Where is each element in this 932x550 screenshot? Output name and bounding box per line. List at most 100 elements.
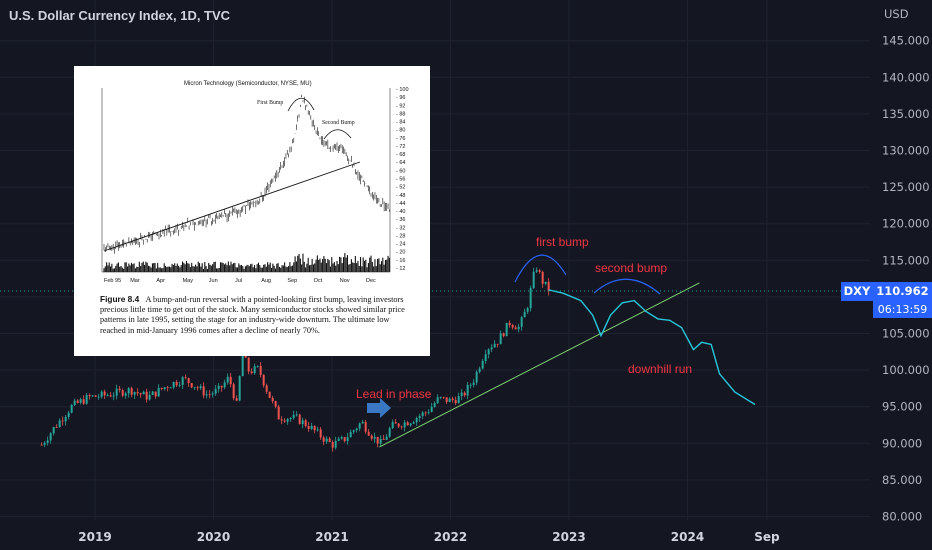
candle-body xyxy=(169,387,172,389)
candle-body xyxy=(478,368,481,372)
inset-y-tick: - 84 xyxy=(396,120,405,126)
trendline xyxy=(379,282,700,448)
candle-body xyxy=(379,438,382,444)
candle-body xyxy=(88,395,91,397)
projection-path xyxy=(548,289,756,406)
candle-body xyxy=(55,427,58,428)
candle-body xyxy=(46,440,49,443)
time-axis[interactable]: 2019 2020 2021 2022 2023 2024 Sep xyxy=(78,530,780,544)
inset-y-tick: - 56 xyxy=(396,177,405,183)
candle-body xyxy=(466,384,469,396)
candle-body xyxy=(298,414,301,425)
price-tick-label: 80.000 xyxy=(882,510,922,524)
candle-body xyxy=(40,444,43,446)
candle-body xyxy=(367,431,370,436)
candle-body xyxy=(328,438,331,443)
inset-x-tick: Jul xyxy=(235,278,242,284)
candle-body xyxy=(85,395,88,404)
candle-body xyxy=(352,430,355,432)
candle-body xyxy=(289,418,292,420)
candle-body xyxy=(469,384,472,386)
candle-body xyxy=(520,317,523,327)
inset-x-tick: Nov xyxy=(340,278,350,284)
candle-body xyxy=(229,376,232,385)
price-tick-label: 125.000 xyxy=(882,180,930,194)
candle-body xyxy=(199,386,202,389)
lead-in-label: Lead in phase xyxy=(356,387,432,401)
time-tick-label: 2022 xyxy=(434,530,467,544)
candle-body xyxy=(364,422,367,432)
caption-text: A bump-and-run reversal with a pointed-l… xyxy=(100,295,405,335)
candle-body xyxy=(496,343,499,345)
candle-body xyxy=(430,406,433,412)
inset-chart: Micron Technology (Semiconductor, NYSE, … xyxy=(101,81,409,284)
candle-body xyxy=(373,436,376,439)
candle-body xyxy=(64,416,67,422)
price-tick-label: 100.000 xyxy=(882,363,930,377)
candle-body xyxy=(238,376,241,401)
time-tick-label: 2024 xyxy=(671,530,704,544)
candle-body xyxy=(190,383,193,388)
inset-x-tick: Mar xyxy=(130,278,140,284)
candle-body xyxy=(406,422,409,426)
downhill-label: downhill run xyxy=(628,362,692,376)
candle-body xyxy=(166,387,169,388)
candle-body xyxy=(235,398,238,401)
candle-body xyxy=(100,391,103,397)
candle-body xyxy=(151,391,154,395)
price-tick-label: 95.000 xyxy=(882,400,922,414)
price-tick-label: 105.000 xyxy=(882,327,930,341)
candle-body xyxy=(487,349,490,355)
price-axis[interactable]: USD 145.000 140.000 135.000 130.000 125.000 12… xyxy=(882,7,930,524)
candle-body xyxy=(208,394,211,396)
caption-label: Figure 8.4 xyxy=(100,294,140,304)
candle-body xyxy=(307,426,310,430)
candle-body xyxy=(484,354,487,362)
candle-body xyxy=(268,391,271,398)
candle-body xyxy=(154,391,157,397)
candle-body xyxy=(460,392,463,397)
candle-body xyxy=(472,382,475,385)
candle-body xyxy=(121,390,124,396)
lead-in-arrow xyxy=(367,398,391,418)
candle-body xyxy=(160,387,163,389)
candle-body xyxy=(214,388,217,394)
candle-body xyxy=(211,393,214,395)
candle-body xyxy=(394,422,397,424)
price-tick-label: 90.000 xyxy=(882,436,922,450)
candle-body xyxy=(391,422,394,429)
inset-y-tick: - 60 xyxy=(396,168,405,174)
inset-first-bump-label: First Bump xyxy=(257,100,283,106)
time-tick-label: 2023 xyxy=(552,530,585,544)
candle-body xyxy=(301,420,304,425)
candle-body xyxy=(94,395,97,397)
time-tick-label: 2021 xyxy=(315,530,348,544)
candle-body xyxy=(277,406,280,420)
candle-body xyxy=(247,357,250,372)
candle-body xyxy=(511,325,514,328)
candle-body xyxy=(523,311,526,318)
candle-body xyxy=(304,420,307,427)
candle-body xyxy=(439,397,442,398)
candle-body xyxy=(232,384,235,399)
inset-x-tick: Sep xyxy=(287,278,297,284)
candle-body xyxy=(349,431,352,438)
inset-x-tick: Dec xyxy=(366,278,376,284)
candle-body xyxy=(319,429,322,438)
candle-body xyxy=(535,270,538,272)
candle-body xyxy=(220,385,223,388)
candle-body xyxy=(97,396,100,398)
candle-body xyxy=(205,394,208,396)
candle-series xyxy=(40,267,550,452)
candle-body xyxy=(115,388,118,396)
candle-body xyxy=(295,414,298,416)
candle-body xyxy=(124,393,127,396)
inset-price-bars xyxy=(103,94,390,254)
candle-body xyxy=(49,433,52,441)
candle-body xyxy=(526,308,529,312)
candle-body xyxy=(145,391,148,400)
candle-body xyxy=(424,412,427,414)
candle-body xyxy=(382,438,385,440)
candle-body xyxy=(223,382,226,388)
inset-first-bump-arc xyxy=(287,97,315,112)
